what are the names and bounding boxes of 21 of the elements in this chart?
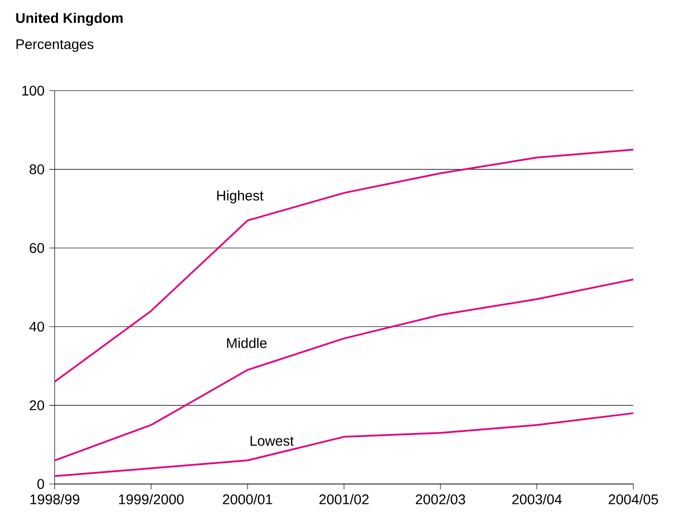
chart-title: United Kingdom — [16, 12, 123, 26]
line-series — [54, 412, 634, 477]
y-tick-label: 0 — [37, 479, 44, 489]
series-label: Highest — [217, 190, 264, 204]
line-series — [54, 148, 634, 383]
x-tick-label: 2002/03 — [416, 494, 466, 504]
line-series — [54, 278, 634, 462]
y-tick-label: 40 — [29, 322, 44, 332]
series-label: Middle — [227, 338, 267, 348]
y-tick-label: 60 — [30, 243, 44, 253]
y-tick-label: 100 — [22, 86, 44, 96]
x-tick-label: 2004/05 — [608, 494, 658, 504]
x-tick-label: 2000/01 — [222, 494, 272, 504]
x-tick-label: 1998/99 — [30, 494, 80, 504]
x-tick-label: 1999/2000 — [119, 494, 184, 504]
y-tick-label: 20 — [30, 400, 44, 410]
x-tick-label: 2001/02 — [319, 494, 369, 504]
y-tick-label: 80 — [30, 164, 44, 174]
y-axis-title: Percentages — [16, 39, 94, 52]
series-label: Lowest — [250, 436, 294, 446]
x-tick-label: 2003/04 — [512, 494, 562, 504]
